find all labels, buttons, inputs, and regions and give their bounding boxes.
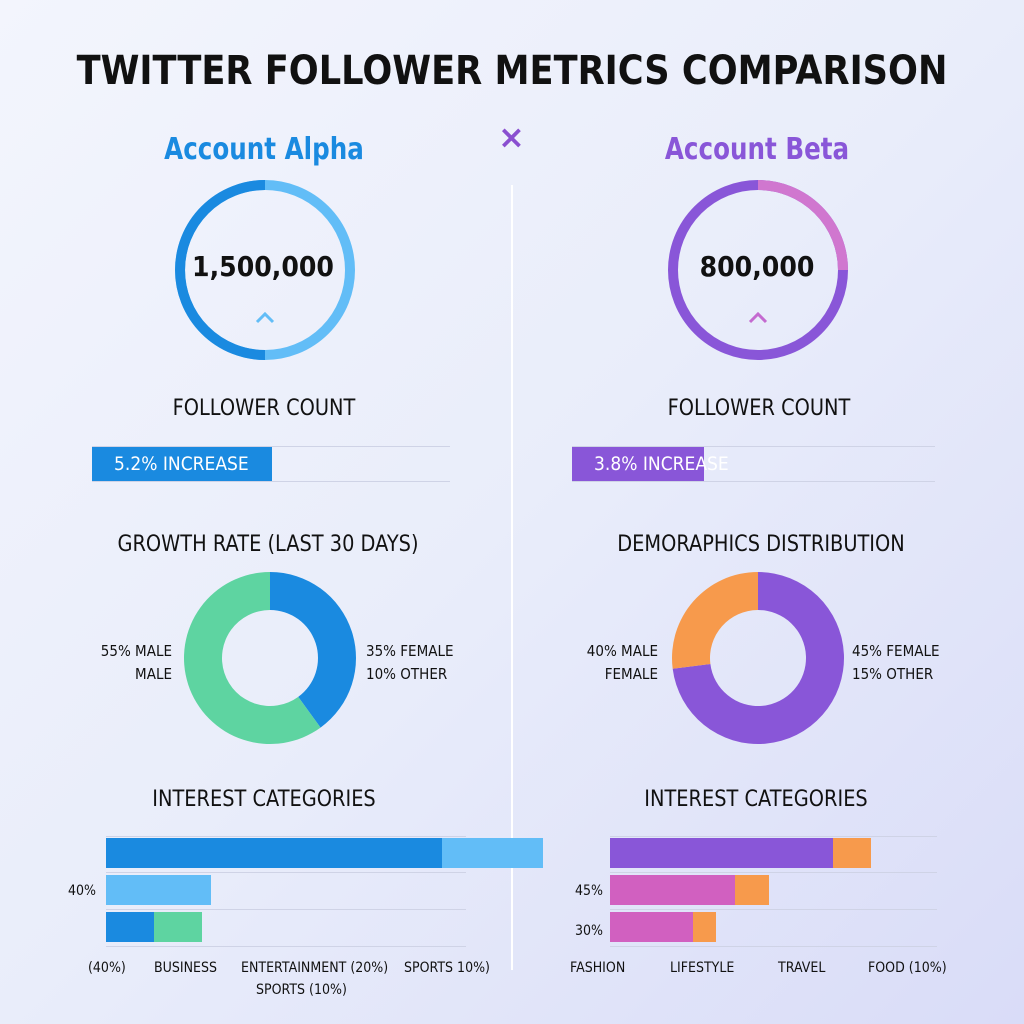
beta-follower-ring xyxy=(668,180,848,360)
beta-bar-row3-seg2 xyxy=(693,912,716,942)
beta-growth-pill: 3.8% INCREASE xyxy=(572,447,729,481)
beta-bottom-label-2: LIFESTYLE xyxy=(670,960,735,976)
beta-bar-side-label-1: 45% xyxy=(575,883,604,899)
alpha-follower-ring xyxy=(175,180,355,360)
alpha-donut-left-label-1: 55% MALE xyxy=(100,642,172,660)
beta-bar-row1-seg2 xyxy=(833,838,871,868)
alpha-grid-4 xyxy=(106,946,466,947)
beta-donut-right-label-1: 45% FEMALE xyxy=(852,642,940,660)
alpha-bottom-label-4: SPORTS (10%) xyxy=(256,982,347,998)
beta-donut-slice-male xyxy=(672,572,844,744)
alpha-donut-left-label-2: MALE xyxy=(135,665,172,683)
beta-bar-row1-seg1 xyxy=(610,838,834,868)
beta-grid-3 xyxy=(610,909,937,910)
beta-donut-chart xyxy=(672,572,844,744)
alpha-ring-arc xyxy=(175,180,266,360)
alpha-donut-right-labels: 35% FEMALE 10% OTHER xyxy=(366,640,492,686)
beta-donut-title: DEMORAPHICS DISTRIBUTION xyxy=(617,532,905,557)
beta-grid-4 xyxy=(610,946,937,947)
versus-icon: × xyxy=(498,118,525,156)
alpha-growth-pill-label: 5.2% INCREASE xyxy=(114,453,249,475)
beta-account-name: Account Beta xyxy=(664,132,850,167)
alpha-donut-chart xyxy=(183,572,356,744)
alpha-track-top xyxy=(92,446,450,447)
alpha-bar-row2-seg1 xyxy=(106,875,211,905)
beta-donut-right-label-2: 15% OTHER xyxy=(852,665,934,683)
beta-follower-value: 800,000 xyxy=(699,250,815,283)
beta-bar-side-label-2: 30% xyxy=(575,923,604,939)
beta-donut-left-labels: 40% MALE FEMALE xyxy=(539,640,658,686)
beta-growth-pill-label: 3.8% INCREASE xyxy=(594,453,729,475)
alpha-bar-row3-seg2 xyxy=(154,912,203,942)
beta-track-bottom xyxy=(572,481,935,482)
alpha-donut-right-label-1: 35% FEMALE xyxy=(366,642,454,660)
alpha-bottom-label-3: ENTERTAINMENT (20%) xyxy=(241,960,389,976)
alpha-account-name: Account Alpha xyxy=(164,132,364,167)
beta-grid-2 xyxy=(610,872,937,873)
alpha-bottom-label-5: SPORTS 10%) xyxy=(404,960,490,976)
beta-donut-left-label-1: 40% MALE xyxy=(586,642,658,660)
beta-chevron-up-icon xyxy=(748,311,768,324)
alpha-donut-right-label-2: 10% OTHER xyxy=(366,665,448,683)
beta-bar-row2-seg2 xyxy=(734,875,769,905)
alpha-donut-title: GROWTH RATE (LAST 30 DAYS) xyxy=(117,532,419,557)
beta-follower-label: FOLLOWER COUNT xyxy=(667,396,851,421)
beta-bottom-label-3: TRAVEL xyxy=(778,960,826,976)
alpha-follower-value: 1,500,000 xyxy=(192,250,334,283)
alpha-follower-label: FOLLOWER COUNT xyxy=(172,396,356,421)
alpha-donut-slice-male xyxy=(270,572,356,728)
alpha-bar-row1-seg1 xyxy=(106,838,443,868)
beta-grid-1 xyxy=(610,836,937,837)
alpha-track-bottom xyxy=(92,481,450,482)
beta-interest-title: INTEREST CATEGORIES xyxy=(644,787,868,812)
alpha-donut-left-labels: 55% MALE MALE xyxy=(53,640,172,686)
beta-donut-left-label-2: FEMALE xyxy=(604,665,658,683)
page-title: TWITTER FOLLOWER METRICS COMPARISON xyxy=(76,48,948,94)
alpha-interest-title: INTEREST CATEGORIES xyxy=(152,787,376,812)
alpha-bar-row1-seg2 xyxy=(442,838,543,868)
beta-track-top xyxy=(572,446,935,447)
beta-bottom-label-4: FOOD (10%) xyxy=(868,960,947,976)
beta-interest-bars xyxy=(610,838,937,948)
beta-donut-slice-female xyxy=(672,572,758,669)
center-divider xyxy=(511,185,513,970)
beta-ring-arc xyxy=(757,180,848,271)
alpha-bottom-label-1: (40%) xyxy=(88,960,126,976)
beta-donut-right-labels: 45% FEMALE 15% OTHER xyxy=(852,640,978,686)
alpha-growth-pill: 5.2% INCREASE xyxy=(92,447,272,481)
alpha-interest-bars xyxy=(106,838,543,948)
alpha-bottom-label-2: BUSINESS xyxy=(154,960,217,976)
alpha-bar-side-label: 40% xyxy=(68,883,97,899)
alpha-grid-1 xyxy=(106,836,466,837)
alpha-chevron-up-icon xyxy=(255,311,275,324)
alpha-donut-slice-female xyxy=(183,572,321,744)
alpha-bar-row3-seg1 xyxy=(106,912,155,942)
beta-bottom-label-1: FASHION xyxy=(570,960,626,976)
beta-bar-row3-seg1 xyxy=(610,912,694,942)
beta-bar-row2-seg1 xyxy=(610,875,735,905)
alpha-grid-3 xyxy=(106,909,466,910)
alpha-grid-2 xyxy=(106,872,466,873)
